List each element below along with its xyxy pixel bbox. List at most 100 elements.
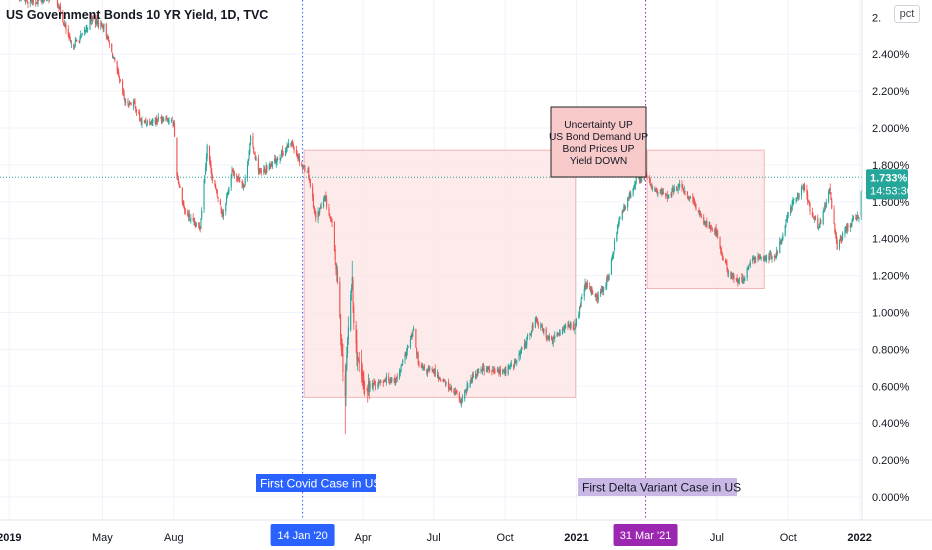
candle-body bbox=[319, 208, 321, 214]
candle-body bbox=[567, 325, 569, 327]
candle-body bbox=[379, 381, 381, 384]
candle-body bbox=[243, 184, 245, 187]
candle-body bbox=[138, 112, 140, 114]
candle-body bbox=[547, 336, 550, 340]
candle-body bbox=[505, 369, 507, 373]
candle-body bbox=[753, 257, 755, 261]
candle-body bbox=[733, 275, 735, 280]
candle-body bbox=[558, 333, 560, 335]
candle-body bbox=[622, 210, 624, 212]
candle-body bbox=[168, 120, 170, 122]
price-tick-label: 1.400% bbox=[872, 234, 910, 246]
candle-body bbox=[456, 390, 458, 394]
candle-body bbox=[263, 169, 265, 173]
candle-body bbox=[116, 61, 118, 71]
candle-body bbox=[465, 390, 467, 392]
candle-body bbox=[369, 383, 371, 389]
candle-body bbox=[59, 6, 61, 9]
candle-body bbox=[420, 366, 422, 367]
candle-body bbox=[688, 197, 690, 199]
candle-body bbox=[404, 353, 406, 360]
price-tick-label: 0.600% bbox=[872, 381, 910, 393]
candle-body bbox=[187, 211, 189, 217]
candle-body bbox=[801, 186, 803, 188]
candle-body bbox=[32, 0, 34, 4]
candle-body bbox=[422, 366, 424, 368]
candlestick-series bbox=[18, 0, 863, 435]
candle-body bbox=[199, 227, 201, 229]
candle-body bbox=[167, 118, 169, 121]
candle-body bbox=[568, 323, 570, 328]
candle-body bbox=[217, 196, 219, 199]
candle-body bbox=[754, 258, 756, 260]
candle-body bbox=[195, 222, 197, 227]
candle-body bbox=[122, 91, 124, 93]
candle-body bbox=[415, 328, 417, 348]
candle-body bbox=[710, 228, 713, 230]
candle-body bbox=[459, 399, 461, 401]
candle-body bbox=[617, 225, 619, 234]
candle-body bbox=[483, 368, 485, 372]
candle-body bbox=[86, 28, 88, 30]
candle-body bbox=[290, 143, 292, 146]
candle-body bbox=[659, 192, 661, 194]
candle-body bbox=[42, 0, 44, 2]
candle-body bbox=[836, 240, 838, 250]
candle-body bbox=[557, 333, 559, 335]
candle-body bbox=[603, 286, 605, 292]
candle-body bbox=[416, 354, 418, 355]
candle-body bbox=[845, 226, 848, 231]
candle-body bbox=[504, 369, 506, 373]
candle-body bbox=[790, 207, 792, 210]
candle-body bbox=[357, 360, 359, 363]
candle-body bbox=[466, 385, 468, 392]
candle-body bbox=[304, 167, 306, 172]
candle-body bbox=[792, 201, 794, 204]
candle-body bbox=[286, 146, 288, 149]
candle-body bbox=[63, 22, 65, 25]
candle-body bbox=[562, 328, 564, 331]
candle-body bbox=[828, 192, 830, 202]
candle-body bbox=[298, 156, 300, 160]
candle-body bbox=[641, 177, 643, 182]
candle-body bbox=[518, 353, 520, 361]
candle-body bbox=[173, 123, 175, 125]
candle-body bbox=[346, 355, 348, 370]
candle-body bbox=[81, 32, 83, 35]
candle-body bbox=[527, 334, 529, 337]
candle-body bbox=[471, 378, 473, 382]
candle-body bbox=[814, 217, 816, 219]
candle-body bbox=[464, 390, 466, 399]
candle-body bbox=[58, 8, 60, 10]
candle-body bbox=[317, 211, 319, 220]
candle-body bbox=[846, 226, 848, 232]
candle-body bbox=[282, 153, 284, 156]
candle-body bbox=[498, 370, 500, 375]
candle-body bbox=[455, 390, 457, 392]
candle-body bbox=[575, 323, 577, 327]
candle-body bbox=[630, 194, 632, 198]
candle-body bbox=[198, 223, 200, 225]
candle-body bbox=[744, 278, 746, 280]
candle-body bbox=[130, 102, 132, 105]
candle-body bbox=[461, 398, 463, 404]
unit-toggle-button[interactable]: pct bbox=[894, 5, 920, 23]
candle-body bbox=[112, 57, 114, 59]
candle-body bbox=[516, 361, 518, 364]
candle-body bbox=[530, 330, 533, 335]
candle-body bbox=[847, 225, 849, 228]
candle-body bbox=[679, 184, 681, 188]
candle-body bbox=[73, 46, 76, 48]
candle-body bbox=[727, 273, 730, 275]
candle-body bbox=[318, 211, 320, 215]
candle-body bbox=[160, 117, 162, 119]
candle-body bbox=[727, 269, 729, 274]
candle-body bbox=[103, 24, 105, 28]
candle-body bbox=[426, 368, 429, 373]
candle-body bbox=[85, 27, 87, 31]
candle-body bbox=[227, 191, 229, 193]
candle-body bbox=[114, 57, 116, 61]
candle-body bbox=[586, 282, 588, 288]
candle-body bbox=[423, 366, 425, 368]
candle-body bbox=[184, 210, 186, 212]
